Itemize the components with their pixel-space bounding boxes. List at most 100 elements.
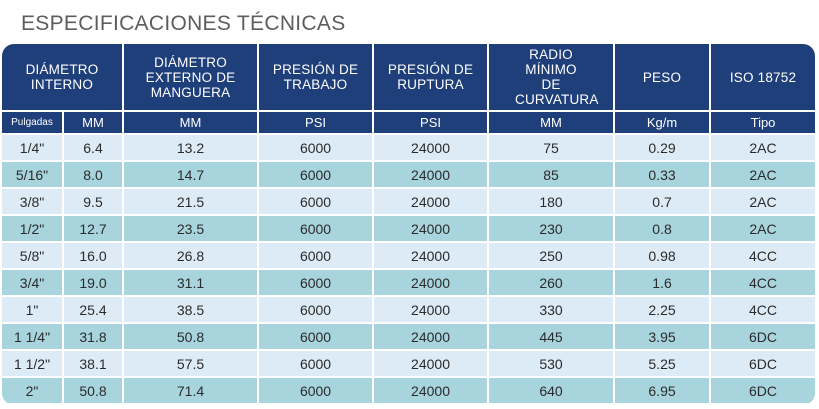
cell-psi-ruptura: 24000 <box>374 324 490 351</box>
cell-psi-trabajo: 6000 <box>259 324 375 351</box>
cell-mm-externo: 71.4 <box>124 378 260 403</box>
cell-peso: 6.95 <box>615 378 712 403</box>
cell-peso: 5.25 <box>615 351 712 378</box>
cell-psi-trabajo: 6000 <box>259 297 375 324</box>
cell-mm-interno: 31.8 <box>64 324 125 351</box>
header-peso: PESO <box>615 44 712 112</box>
unit-pulgadas: Pulgadas <box>2 112 64 135</box>
cell-psi-ruptura: 24000 <box>374 216 490 243</box>
unit-mm-interno: MM <box>64 112 125 135</box>
cell-psi-trabajo: 6000 <box>259 135 375 162</box>
table-row: 1/2" 12.7 23.5 6000 24000 230 0.8 2AC <box>2 216 815 243</box>
cell-peso: 0.7 <box>615 189 712 216</box>
cell-radio: 250 <box>489 243 616 270</box>
cell-tipo: 4CC <box>711 297 815 324</box>
cell-tipo: 2AC <box>711 135 815 162</box>
cell-pulgadas: 3/8" <box>2 189 64 216</box>
cell-psi-trabajo: 6000 <box>259 162 375 189</box>
cell-radio: 260 <box>489 270 616 297</box>
cell-tipo: 4CC <box>711 270 815 297</box>
cell-radio: 75 <box>489 135 616 162</box>
cell-radio: 640 <box>489 378 616 403</box>
unit-psi-ruptura: PSI <box>374 112 490 135</box>
unit-tipo: Tipo <box>711 112 815 135</box>
cell-pulgadas: 1/4" <box>2 135 64 162</box>
cell-pulgadas: 5/8" <box>2 243 64 270</box>
cell-peso: 1.6 <box>615 270 712 297</box>
cell-psi-ruptura: 24000 <box>374 351 490 378</box>
cell-psi-trabajo: 6000 <box>259 351 375 378</box>
specs-table-grid: DIÁMETRO INTERNO DIÁMETRO EXTERNO DE MAN… <box>2 44 815 403</box>
table-row: 1" 25.4 38.5 6000 24000 330 2.25 4CC <box>2 297 815 324</box>
cell-mm-interno: 16.0 <box>64 243 125 270</box>
cell-mm-interno: 6.4 <box>64 135 125 162</box>
cell-mm-interno: 50.8 <box>64 378 125 403</box>
cell-psi-trabajo: 6000 <box>259 378 375 403</box>
cell-psi-ruptura: 24000 <box>374 135 490 162</box>
cell-psi-ruptura: 24000 <box>374 297 490 324</box>
unit-mm-radio: MM <box>489 112 616 135</box>
cell-mm-externo: 31.1 <box>124 270 260 297</box>
cell-psi-ruptura: 24000 <box>374 378 490 403</box>
cell-pulgadas: 1 1/4" <box>2 324 64 351</box>
cell-peso: 3.95 <box>615 324 712 351</box>
table-row: 3/8" 9.5 21.5 6000 24000 180 0.7 2AC <box>2 189 815 216</box>
table-row: 2" 50.8 71.4 6000 24000 640 6.95 6DC <box>2 378 815 403</box>
cell-mm-interno: 12.7 <box>64 216 125 243</box>
cell-psi-trabajo: 6000 <box>259 243 375 270</box>
table-row: 3/4" 19.0 31.1 6000 24000 260 1.6 4CC <box>2 270 815 297</box>
header-iso: ISO 18752 <box>711 44 815 112</box>
table-row: 5/8" 16.0 26.8 6000 24000 250 0.98 4CC <box>2 243 815 270</box>
cell-psi-trabajo: 6000 <box>259 216 375 243</box>
table-row: 1/4" 6.4 13.2 6000 24000 75 0.29 2AC <box>2 135 815 162</box>
cell-pulgadas: 1 1/2" <box>2 351 64 378</box>
cell-tipo: 6DC <box>711 324 815 351</box>
header-diametro-externo: DIÁMETRO EXTERNO DE MANGUERA <box>124 44 260 112</box>
cell-pulgadas: 2" <box>2 378 64 403</box>
cell-tipo: 4CC <box>711 243 815 270</box>
cell-tipo: 6DC <box>711 378 815 403</box>
cell-mm-externo: 38.5 <box>124 297 260 324</box>
cell-psi-ruptura: 24000 <box>374 243 490 270</box>
cell-radio: 230 <box>489 216 616 243</box>
cell-psi-ruptura: 24000 <box>374 270 490 297</box>
cell-mm-externo: 21.5 <box>124 189 260 216</box>
header-diametro-interno: DIÁMETRO INTERNO <box>2 44 125 112</box>
cell-mm-externo: 26.8 <box>124 243 260 270</box>
header-row: DIÁMETRO INTERNO DIÁMETRO EXTERNO DE MAN… <box>2 44 815 112</box>
cell-tipo: 2AC <box>711 216 815 243</box>
specifications-table: DIÁMETRO INTERNO DIÁMETRO EXTERNO DE MAN… <box>2 44 815 405</box>
cell-mm-externo: 57.5 <box>124 351 260 378</box>
header-presion-ruptura: PRESIÓN DE RUPTURA <box>374 44 490 112</box>
header-radio-curvatura: RADIO MÍNIMO DE CURVATURA <box>489 44 616 112</box>
units-row: Pulgadas MM MM PSI PSI MM Kg/m Tipo <box>2 112 815 135</box>
unit-kg-m: Kg/m <box>615 112 712 135</box>
cell-psi-trabajo: 6000 <box>259 270 375 297</box>
page-title: ESPECIFICACIONES TÉCNICAS <box>21 12 346 35</box>
header-presion-trabajo: PRESIÓN DE TRABAJO <box>259 44 375 112</box>
cell-peso: 2.25 <box>615 297 712 324</box>
cell-mm-interno: 9.5 <box>64 189 125 216</box>
table-row: 5/16" 8.0 14.7 6000 24000 85 0.33 2AC <box>2 162 815 189</box>
cell-peso: 0.8 <box>615 216 712 243</box>
cell-tipo: 2AC <box>711 189 815 216</box>
cell-pulgadas: 1/2" <box>2 216 64 243</box>
cell-mm-externo: 23.5 <box>124 216 260 243</box>
cell-mm-interno: 19.0 <box>64 270 125 297</box>
cell-mm-externo: 50.8 <box>124 324 260 351</box>
cell-radio: 445 <box>489 324 616 351</box>
cell-mm-externo: 14.7 <box>124 162 260 189</box>
cell-mm-interno: 38.1 <box>64 351 125 378</box>
cell-mm-externo: 13.2 <box>124 135 260 162</box>
cell-radio: 180 <box>489 189 616 216</box>
cell-radio: 330 <box>489 297 616 324</box>
cell-tipo: 6DC <box>711 351 815 378</box>
cell-peso: 0.33 <box>615 162 712 189</box>
cell-psi-ruptura: 24000 <box>374 189 490 216</box>
cell-radio: 85 <box>489 162 616 189</box>
table-row: 1 1/2" 38.1 57.5 6000 24000 530 5.25 6DC <box>2 351 815 378</box>
cell-peso: 0.98 <box>615 243 712 270</box>
table-body: 1/4" 6.4 13.2 6000 24000 75 0.29 2AC 5/1… <box>2 135 815 403</box>
cell-peso: 0.29 <box>615 135 712 162</box>
cell-pulgadas: 5/16" <box>2 162 64 189</box>
